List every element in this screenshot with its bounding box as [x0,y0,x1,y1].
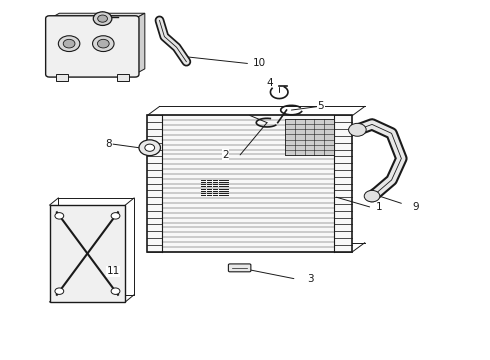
Circle shape [93,12,112,26]
Text: 4: 4 [266,78,273,88]
Circle shape [139,140,160,156]
Text: 10: 10 [253,58,266,68]
Circle shape [111,213,120,219]
Bar [285,119,334,155]
Circle shape [93,36,114,51]
Text: 5: 5 [318,102,324,112]
Circle shape [98,39,109,48]
Text: 11: 11 [106,266,120,276]
Text: 2: 2 [222,150,229,160]
Bar [56,74,68,81]
Bar [49,205,125,302]
Circle shape [145,144,155,151]
Bar [117,74,129,81]
Circle shape [55,288,64,294]
FancyBboxPatch shape [46,16,139,77]
Text: 3: 3 [308,274,314,284]
Circle shape [348,123,366,136]
Text: 6: 6 [49,58,55,68]
Text: 7: 7 [117,15,123,26]
Circle shape [98,15,107,22]
Text: 8: 8 [105,139,112,149]
Circle shape [364,190,380,202]
Polygon shape [135,13,145,74]
Text: 1: 1 [376,202,383,212]
Circle shape [58,36,80,51]
Circle shape [111,288,120,294]
Bar [147,116,352,252]
FancyBboxPatch shape [228,264,251,272]
Polygon shape [49,13,145,19]
Text: 9: 9 [413,202,419,212]
Circle shape [63,39,75,48]
Circle shape [55,213,64,219]
